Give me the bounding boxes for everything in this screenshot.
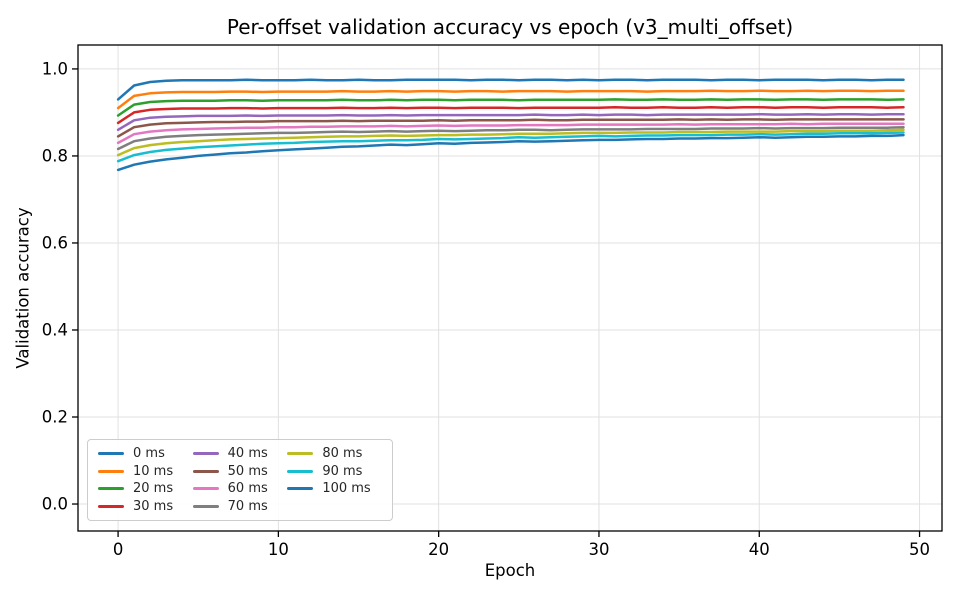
legend-item: 10 ms bbox=[98, 463, 193, 481]
legend-item: 0 ms bbox=[98, 445, 193, 463]
legend-swatch bbox=[98, 504, 124, 508]
series-line-0-ms bbox=[116, 78, 905, 101]
legend-item: 90 ms bbox=[287, 463, 382, 481]
y-tick-label: 0.0 bbox=[41, 494, 68, 514]
legend-label: 80 ms bbox=[322, 446, 363, 462]
legend-item: 70 ms bbox=[192, 498, 288, 516]
chart-title: Per-offset validation accuracy vs epoch … bbox=[226, 15, 794, 39]
y-tick-label: 0.8 bbox=[41, 146, 68, 166]
legend-item: 50 ms bbox=[192, 463, 288, 481]
series-line-70-ms bbox=[116, 125, 905, 151]
legend-item: 20 ms bbox=[98, 480, 193, 498]
legend-label: 70 ms bbox=[227, 498, 268, 514]
legend-swatch bbox=[98, 469, 124, 473]
legend-label: 90 ms bbox=[322, 463, 363, 479]
legend-item: 60 ms bbox=[192, 480, 288, 498]
y-tick-label: 0.2 bbox=[41, 407, 68, 427]
x-tick-label: 20 bbox=[428, 540, 450, 559]
legend-item: 100 ms bbox=[287, 480, 382, 498]
legend-item: 80 ms bbox=[287, 445, 382, 463]
series-line-90-ms bbox=[116, 131, 905, 163]
legend-swatch bbox=[192, 469, 219, 473]
legend-swatch bbox=[98, 452, 124, 456]
series-line-100-ms bbox=[116, 133, 905, 172]
legend-label: 0 ms bbox=[133, 446, 165, 462]
x-tick-label: 50 bbox=[909, 540, 931, 559]
legend-item: 40 ms bbox=[192, 445, 288, 463]
series-line-30-ms bbox=[116, 105, 905, 125]
series-line-60-ms bbox=[116, 122, 905, 145]
legend-swatch bbox=[98, 487, 124, 491]
y-tick-label: 0.4 bbox=[41, 320, 68, 340]
legend: 0 ms 10 ms 20 ms 30 ms 40 ms 50 ms 60 ms 70 ms 8… bbox=[87, 439, 393, 521]
series-line-80-ms bbox=[116, 128, 905, 157]
legend-label: 60 ms bbox=[227, 481, 268, 497]
series-line-40-ms bbox=[116, 112, 905, 132]
x-tick-label: 40 bbox=[748, 540, 770, 559]
legend-swatch bbox=[192, 487, 219, 491]
axes-spines bbox=[77, 44, 943, 532]
legend-label: 30 ms bbox=[133, 498, 174, 514]
legend-label: 20 ms bbox=[133, 481, 174, 497]
x-tick-label: 30 bbox=[588, 540, 610, 559]
legend-swatch bbox=[287, 469, 314, 473]
y-tick-label: 0.6 bbox=[41, 233, 68, 253]
y-axis-label: Validation accuracy bbox=[13, 207, 33, 369]
legend-swatch bbox=[287, 452, 314, 456]
legend-label: 40 ms bbox=[227, 446, 268, 462]
x-tick-label: 0 bbox=[112, 540, 124, 559]
series-line-10-ms bbox=[116, 89, 905, 110]
legend-swatch bbox=[192, 504, 219, 508]
legend-label: 100 ms bbox=[322, 481, 371, 497]
y-tick-label: 1.0 bbox=[41, 59, 68, 79]
legend-item: 30 ms bbox=[98, 498, 193, 516]
series-line-20-ms bbox=[116, 98, 905, 117]
legend-label: 50 ms bbox=[227, 463, 268, 479]
legend-swatch bbox=[287, 487, 314, 491]
legend-swatch bbox=[192, 452, 219, 456]
x-axis-label: Epoch bbox=[484, 561, 536, 580]
legend-label: 10 ms bbox=[133, 463, 174, 479]
series-line-50-ms bbox=[116, 118, 905, 138]
x-tick-label: 10 bbox=[267, 540, 289, 559]
